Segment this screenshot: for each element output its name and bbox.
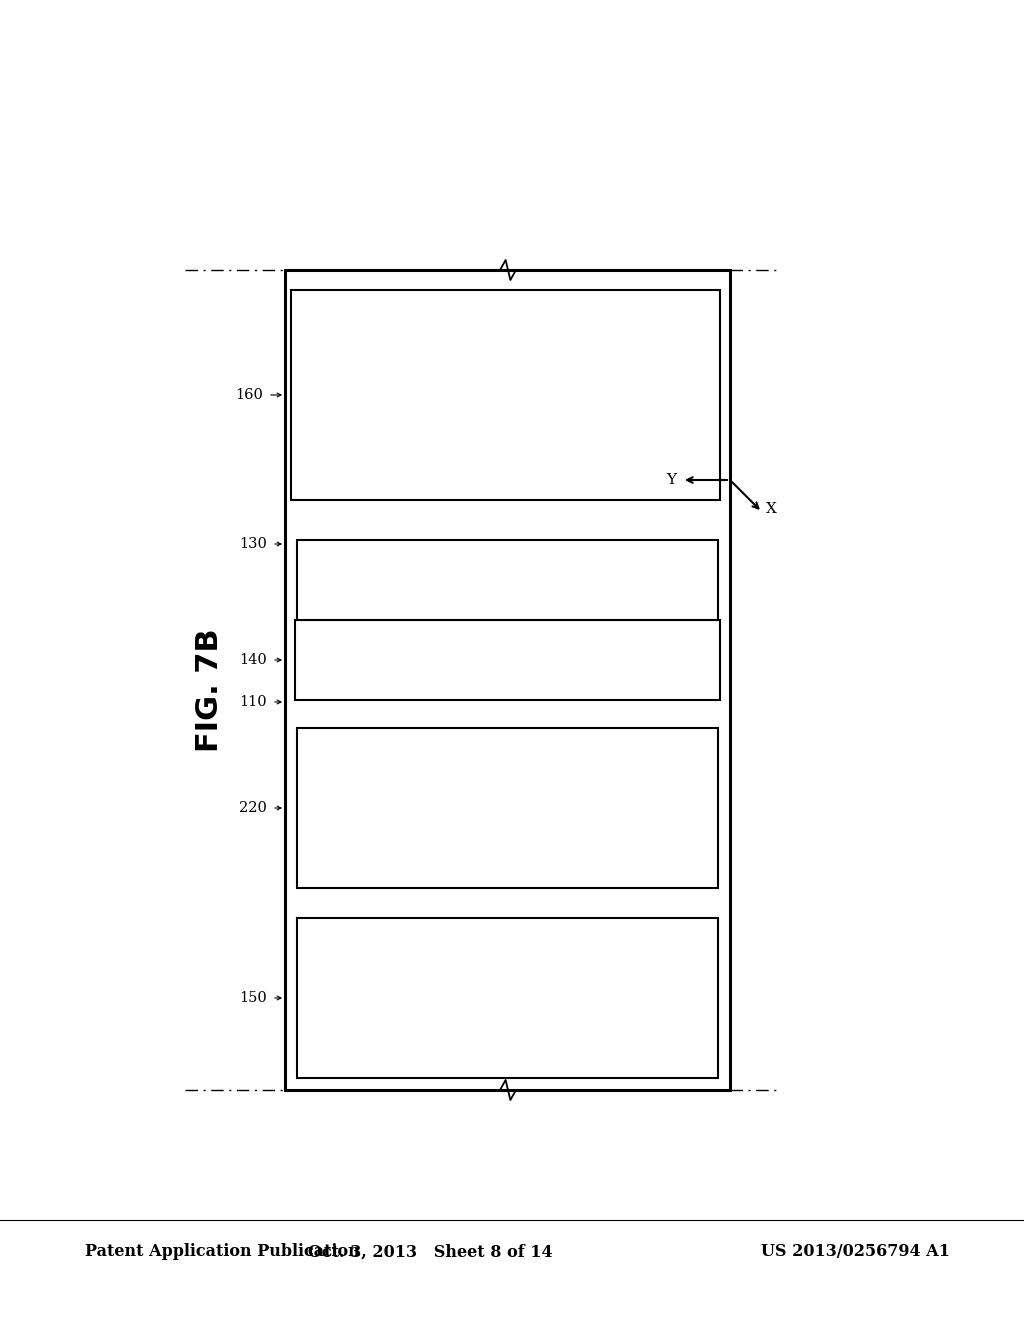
- Text: X: X: [766, 502, 777, 516]
- Bar: [297, 917, 718, 1078]
- Text: Patent Application Publication: Patent Application Publication: [85, 1243, 359, 1261]
- Bar: [285, 271, 730, 1090]
- Text: 220: 220: [240, 801, 267, 814]
- Bar: [297, 729, 718, 888]
- Text: Oct. 3, 2013   Sheet 8 of 14: Oct. 3, 2013 Sheet 8 of 14: [307, 1243, 552, 1261]
- Text: 150: 150: [240, 991, 267, 1005]
- Text: 130: 130: [240, 537, 267, 550]
- Text: Y: Y: [666, 473, 676, 487]
- Text: 160: 160: [236, 388, 263, 403]
- Bar: [291, 290, 720, 500]
- Text: US 2013/0256794 A1: US 2013/0256794 A1: [761, 1243, 950, 1261]
- Text: 110: 110: [240, 696, 267, 709]
- Text: FIG. 7B: FIG. 7B: [196, 628, 224, 752]
- Bar: [295, 620, 720, 700]
- Text: 140: 140: [240, 653, 267, 667]
- Bar: [297, 540, 718, 620]
